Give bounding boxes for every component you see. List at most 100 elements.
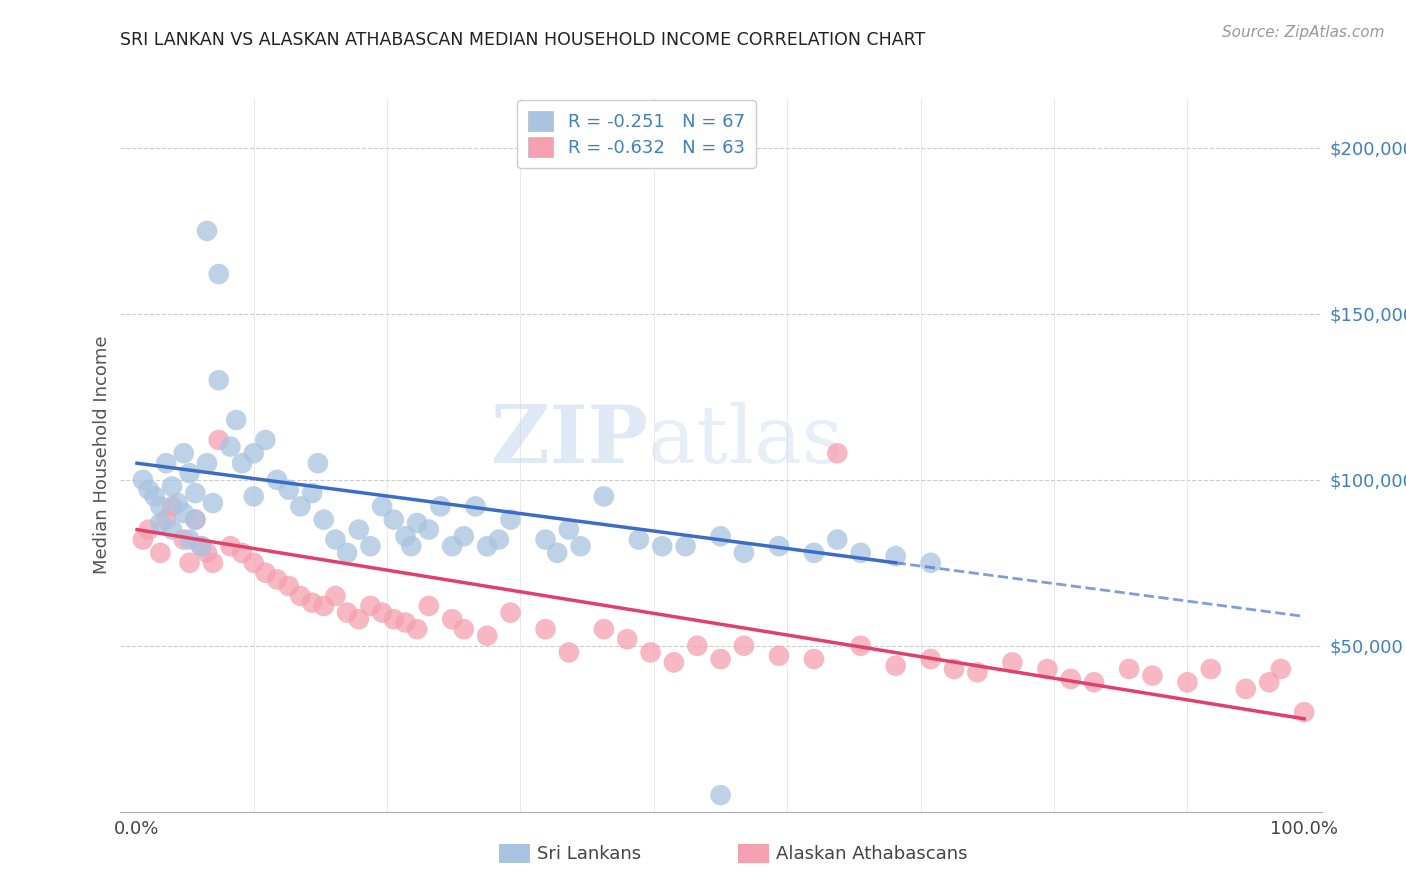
Point bbox=[149, 546, 172, 560]
Point bbox=[231, 456, 253, 470]
Point bbox=[290, 589, 312, 603]
Point bbox=[160, 523, 183, 537]
Point bbox=[441, 612, 464, 626]
Point bbox=[1177, 675, 1199, 690]
Point bbox=[132, 533, 155, 547]
Point bbox=[138, 483, 160, 497]
Point bbox=[184, 486, 207, 500]
Point bbox=[1083, 675, 1105, 690]
Point bbox=[359, 539, 381, 553]
Point bbox=[155, 456, 177, 470]
Point bbox=[1142, 668, 1164, 682]
Point bbox=[1294, 705, 1316, 719]
Point bbox=[662, 656, 685, 670]
Point bbox=[184, 513, 207, 527]
Point bbox=[592, 490, 614, 504]
Point bbox=[277, 483, 299, 497]
Point bbox=[190, 539, 212, 553]
Point bbox=[943, 662, 966, 676]
Point bbox=[301, 486, 323, 500]
Point bbox=[849, 546, 872, 560]
Point bbox=[190, 539, 212, 553]
Point bbox=[453, 622, 475, 636]
Point bbox=[803, 546, 825, 560]
Point bbox=[149, 516, 172, 530]
Point bbox=[966, 665, 988, 680]
Point bbox=[179, 556, 201, 570]
Point bbox=[208, 373, 231, 387]
Point bbox=[312, 599, 335, 613]
Point bbox=[710, 652, 733, 666]
Point bbox=[406, 622, 429, 636]
Point bbox=[359, 599, 381, 613]
Point bbox=[201, 496, 224, 510]
Point bbox=[849, 639, 872, 653]
Point bbox=[208, 267, 231, 281]
Point bbox=[290, 500, 312, 514]
Point bbox=[179, 466, 201, 480]
Point bbox=[710, 529, 733, 543]
Point bbox=[132, 473, 155, 487]
Point bbox=[418, 599, 440, 613]
Text: atlas: atlas bbox=[648, 401, 844, 480]
Point bbox=[1234, 681, 1257, 696]
Point bbox=[325, 589, 347, 603]
Point bbox=[475, 539, 498, 553]
Point bbox=[277, 579, 299, 593]
Point bbox=[219, 539, 242, 553]
Point bbox=[675, 539, 697, 553]
Point bbox=[546, 546, 568, 560]
Point bbox=[195, 224, 218, 238]
Point bbox=[488, 533, 510, 547]
Point bbox=[569, 539, 592, 553]
Point bbox=[686, 639, 709, 653]
Point bbox=[254, 433, 277, 447]
Point bbox=[803, 652, 825, 666]
Point bbox=[394, 529, 416, 543]
Point bbox=[1036, 662, 1059, 676]
Point bbox=[733, 639, 755, 653]
Point bbox=[827, 446, 849, 460]
Y-axis label: Median Household Income: Median Household Income bbox=[93, 335, 111, 574]
Point bbox=[616, 632, 638, 647]
Point bbox=[1001, 656, 1024, 670]
Point bbox=[179, 533, 201, 547]
Point bbox=[242, 446, 264, 460]
Point bbox=[394, 615, 416, 630]
Point bbox=[208, 433, 231, 447]
Point bbox=[160, 479, 183, 493]
Point bbox=[195, 546, 218, 560]
Text: Alaskan Athabascans: Alaskan Athabascans bbox=[776, 845, 967, 863]
Point bbox=[371, 606, 394, 620]
Point bbox=[558, 523, 581, 537]
Point bbox=[733, 546, 755, 560]
Point bbox=[347, 612, 370, 626]
Point bbox=[558, 645, 581, 659]
Point bbox=[768, 648, 790, 663]
Point bbox=[592, 622, 614, 636]
Point bbox=[453, 529, 475, 543]
Point bbox=[884, 549, 907, 563]
Point bbox=[173, 506, 195, 520]
Point bbox=[406, 516, 429, 530]
Point bbox=[1118, 662, 1140, 676]
Point bbox=[827, 533, 849, 547]
Point bbox=[201, 556, 224, 570]
Point bbox=[710, 788, 733, 802]
Point bbox=[173, 446, 195, 460]
Point bbox=[195, 456, 218, 470]
Point bbox=[138, 523, 160, 537]
Point bbox=[266, 473, 288, 487]
Point bbox=[301, 596, 323, 610]
Point bbox=[920, 556, 942, 570]
Text: SRI LANKAN VS ALASKAN ATHABASCAN MEDIAN HOUSEHOLD INCOME CORRELATION CHART: SRI LANKAN VS ALASKAN ATHABASCAN MEDIAN … bbox=[120, 31, 925, 49]
Point bbox=[254, 566, 277, 580]
Point bbox=[336, 546, 359, 560]
Point bbox=[336, 606, 359, 620]
Point bbox=[441, 539, 464, 553]
Point bbox=[231, 546, 253, 560]
Text: Source: ZipAtlas.com: Source: ZipAtlas.com bbox=[1222, 25, 1385, 40]
Point bbox=[401, 539, 423, 553]
Point bbox=[1199, 662, 1222, 676]
Point bbox=[499, 606, 522, 620]
